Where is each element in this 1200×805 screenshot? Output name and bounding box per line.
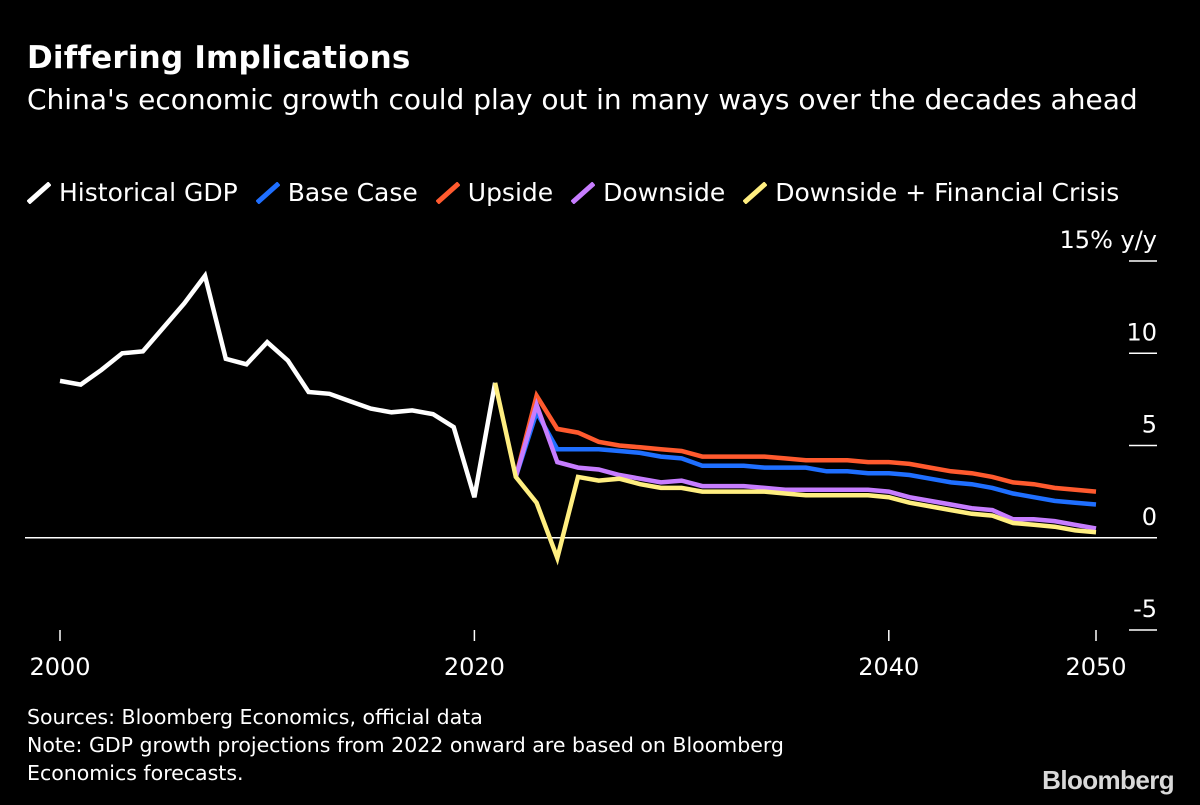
- legend-item-downside-financial-crisis: Downside + Financial Crisis: [743, 176, 1119, 210]
- note-text-line-1: Note: GDP growth projections from 2022 o…: [27, 733, 784, 757]
- x-tick-label: 2050: [1065, 653, 1126, 681]
- y-tick-label: 0: [1142, 503, 1157, 531]
- legend-swatch-line: [743, 182, 768, 204]
- legend-item-historical-gdp: Historical GDP: [27, 176, 238, 210]
- legend-swatch-downside-financial-crisis: [743, 182, 768, 204]
- legend-label-downside-financial-crisis: Downside + Financial Crisis: [775, 178, 1120, 207]
- legend-swatch-downside: [571, 182, 596, 204]
- note-text-line-2: Economics forecasts.: [27, 761, 244, 785]
- series-line-downside-financial-crisis: [492, 382, 1097, 566]
- series-line-historical-gdp: [59, 270, 498, 498]
- legend-item-upside: Upside: [435, 176, 554, 210]
- y-tick-label: 5: [1142, 411, 1157, 439]
- chart-subtitle: China's economic growth could play out i…: [27, 83, 1138, 116]
- x-tick-label: 2020: [444, 653, 505, 681]
- x-tick-label: 2040: [858, 653, 919, 681]
- legend-label-historical-gdp: Historical GDP: [59, 178, 238, 207]
- legend-swatch-line: [435, 182, 460, 204]
- series-line-base-case: [513, 406, 1097, 507]
- x-tick-label: 2000: [29, 653, 90, 681]
- series-line-downside: [513, 397, 1097, 531]
- legend-item-base-case: Base Case: [255, 176, 418, 210]
- chart-legend: Historical GDP Base Case Upside Downside…: [27, 176, 1137, 210]
- legend-swatch-line: [27, 182, 51, 204]
- legend-label-downside: Downside: [603, 178, 726, 207]
- series-line-upside: [513, 390, 1097, 494]
- chart-footnotes: Sources: Bloomberg Economics, official d…: [27, 703, 1027, 787]
- bloomberg-logo: Bloomberg: [1042, 765, 1174, 795]
- legend-item-downside: Downside: [571, 176, 725, 210]
- legend-swatch-line: [571, 182, 596, 204]
- legend-swatch-upside: [435, 182, 460, 204]
- y-tick-label: -5: [1133, 595, 1157, 623]
- legend-swatch-line: [255, 182, 280, 204]
- legend-label-upside: Upside: [467, 178, 554, 207]
- legend-swatch-historical-gdp: [27, 182, 51, 204]
- y-tick-label: 15% y/y: [1060, 226, 1157, 254]
- sources-text: Sources: Bloomberg Economics, official d…: [27, 705, 483, 729]
- legend-swatch-base-case: [255, 182, 280, 204]
- chart-title: Differing Implications: [27, 40, 411, 76]
- line-chart: -5 0 5 10 15% y/y 2000 2020 2040 2050: [25, 226, 1157, 681]
- y-tick-label: 10: [1126, 318, 1157, 346]
- legend-label-base-case: Base Case: [287, 178, 418, 207]
